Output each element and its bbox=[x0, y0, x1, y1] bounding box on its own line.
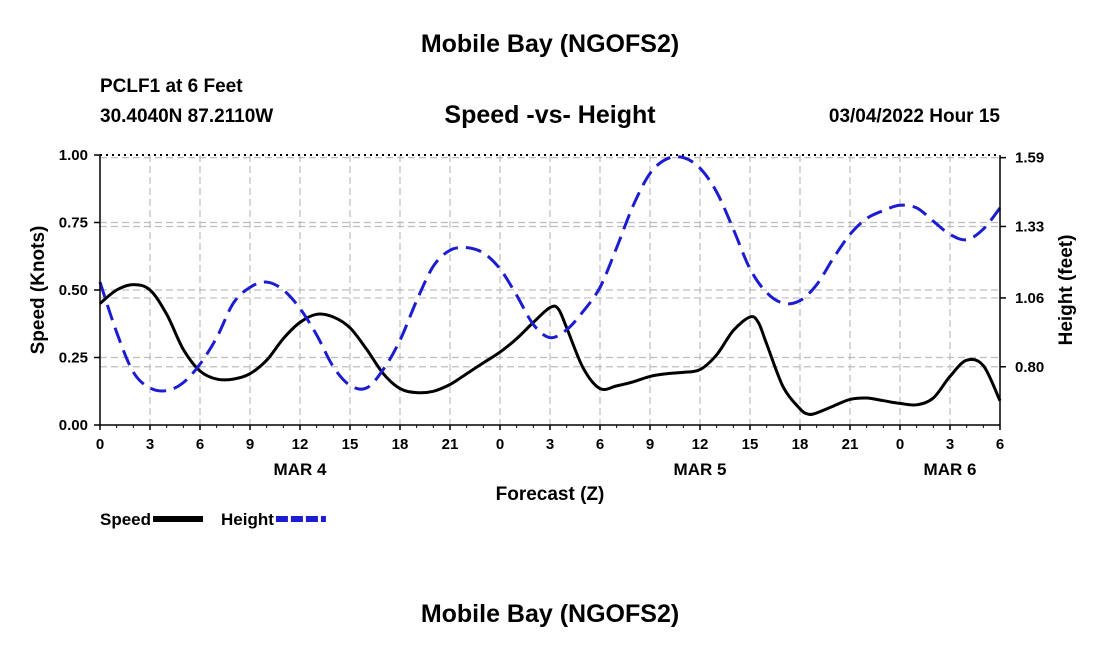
station-label: PCLF1 at 6 Feet bbox=[100, 76, 243, 97]
footer-title: Mobile Bay (NGOFS2) bbox=[420, 600, 680, 628]
series-line-speed bbox=[99, 283, 1002, 416]
date-label: MAR 6 bbox=[924, 460, 977, 479]
x-tick-label: 15 bbox=[742, 436, 759, 453]
x-tick-label: 6 bbox=[996, 436, 1004, 453]
y-tick-label: 0.75 bbox=[59, 215, 88, 232]
y2-tick-label: 1.06 bbox=[1015, 290, 1044, 307]
date-label: MAR 4 bbox=[274, 460, 327, 479]
x-tick-label: 0 bbox=[896, 436, 904, 453]
x-tick-label: 9 bbox=[646, 436, 654, 453]
y2-tick-label: 1.33 bbox=[1015, 218, 1044, 235]
y-tick-label: 1.00 bbox=[59, 147, 88, 164]
y2-axis-label: Height (feet) bbox=[1056, 235, 1077, 346]
x-axis-label: Forecast (Z) bbox=[496, 484, 605, 505]
x-tick-label: 21 bbox=[442, 436, 459, 453]
chart-title: Mobile Bay (NGOFS2) bbox=[420, 30, 680, 58]
x-tick-label: 12 bbox=[692, 436, 709, 453]
date-label: MAR 5 bbox=[674, 460, 727, 479]
legend-label: Height bbox=[221, 510, 274, 529]
forecast-datetime: 03/04/2022 Hour 15 bbox=[828, 106, 1000, 127]
x-tick-label: 9 bbox=[246, 436, 254, 453]
x-tick-label: 3 bbox=[546, 436, 554, 453]
x-tick-label: 0 bbox=[496, 436, 504, 453]
x-tick-label: 6 bbox=[196, 436, 204, 453]
x-tick-label: 3 bbox=[946, 436, 954, 453]
x-tick-label: 12 bbox=[292, 436, 309, 453]
series-line-height bbox=[98, 155, 1002, 393]
x-tick-label: 18 bbox=[392, 436, 409, 453]
chart-subtitle: Speed -vs- Height bbox=[444, 101, 656, 129]
x-tick-label: 3 bbox=[146, 436, 154, 453]
y-axis-label: Speed (Knots) bbox=[28, 226, 49, 355]
x-tick-label: 18 bbox=[792, 436, 809, 453]
y-tick-label: 0.50 bbox=[59, 282, 88, 299]
station-coordinates: 30.4040N 87.2110W bbox=[100, 106, 274, 127]
y-tick-label: 0.00 bbox=[59, 417, 88, 434]
y2-tick-label: 0.80 bbox=[1015, 359, 1044, 376]
y-tick-label: 0.25 bbox=[59, 350, 88, 367]
y2-tick-label: 1.59 bbox=[1015, 150, 1044, 167]
x-tick-label: 0 bbox=[96, 436, 104, 453]
x-tick-label: 6 bbox=[596, 436, 604, 453]
legend-label: Speed bbox=[100, 510, 151, 529]
x-tick-label: 21 bbox=[842, 436, 859, 453]
x-tick-label: 15 bbox=[342, 436, 359, 453]
